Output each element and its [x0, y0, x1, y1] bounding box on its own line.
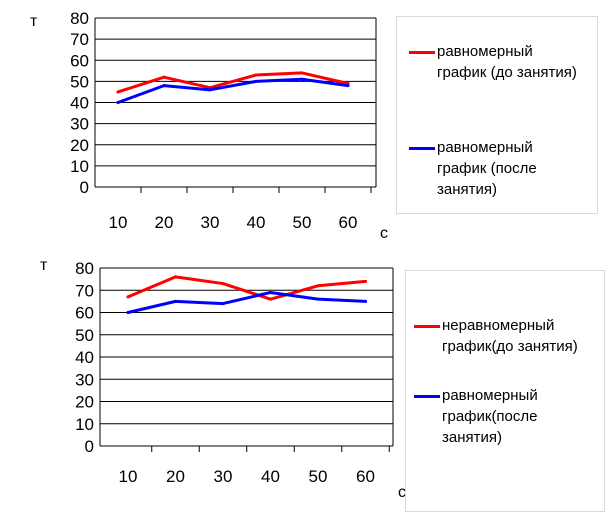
- chart-2-ytick-label: 50: [75, 326, 94, 345]
- chart-2-ytick-label: 10: [75, 415, 94, 434]
- chart-1-series-2-point: [300, 77, 304, 81]
- chart-2-series-2-point: [316, 297, 320, 301]
- chart-2-xtick-label: 10: [119, 467, 138, 486]
- chart-2-legend-label-1: неравномерный график(до занятия): [442, 317, 578, 355]
- chart-1-xtick-label: 10: [109, 213, 128, 232]
- chart-2-xtick-label: 40: [261, 467, 280, 486]
- chart-2-legend-label-2: равномерный график(после занятия): [442, 387, 538, 446]
- chart-2-legend: неравномерный график(до занятия) равноме…: [405, 270, 605, 512]
- chart-1-legend: равномерный график (до занятия) равномер…: [396, 16, 598, 214]
- chart-1-ytick-label: 20: [70, 136, 89, 155]
- chart-2-ytick-label: 0: [85, 437, 94, 456]
- chart-1-series-1-point: [116, 90, 120, 94]
- chart-1-ytick-label: 50: [70, 72, 89, 91]
- chart-2-series-1-point: [126, 295, 130, 299]
- chart-2-xtick-label: 60: [356, 467, 375, 486]
- chart-2-series-1-point: [221, 282, 225, 286]
- chart-2-series-1-point: [269, 297, 272, 301]
- chart-1-ylabel: т: [30, 13, 38, 30]
- chart-2-series-2-point: [364, 299, 367, 303]
- chart-1-series-2-point: [254, 79, 258, 83]
- chart-1-xtick-label: 20: [155, 213, 174, 232]
- chart-2-series-2-point: [126, 311, 130, 314]
- chart-2-legend-item-2: равномерный график(после занятия): [414, 385, 604, 455]
- chart-2-ytick-label: 70: [75, 281, 94, 300]
- chart-1-xtick-label: 40: [247, 213, 266, 232]
- chart-2-ytick-label: 20: [75, 393, 94, 412]
- chart-1-legend-swatch-2: [409, 147, 435, 150]
- chart-2-series-1-point: [316, 284, 320, 288]
- chart-1-legend-item-1: равномерный график (до занятия): [409, 41, 589, 111]
- chart-2-ytick-label: 60: [75, 304, 94, 323]
- chart-1-ytick-label: 30: [70, 115, 89, 134]
- chart-2-series-2-point: [174, 299, 177, 303]
- chart-2-xtick-label: 20: [166, 467, 185, 486]
- chart-2-legend-swatch-2: [414, 395, 440, 398]
- chart-2-series-1-point: [364, 279, 367, 283]
- chart-1-legend-swatch-1: [409, 51, 435, 54]
- chart-2-xtick-label: 30: [214, 467, 233, 486]
- chart-1-ytick-label: 80: [70, 9, 89, 28]
- chart-1-ytick-label: 70: [70, 30, 89, 49]
- chart-1-series-1-point: [300, 71, 304, 75]
- chart-1-series-2-point: [208, 88, 212, 92]
- chart-2-ytick-label: 40: [75, 348, 94, 367]
- chart-1-ytick-label: 60: [70, 51, 89, 70]
- chart-1-series-2-point: [162, 84, 166, 88]
- chart-2-legend-item-1: неравномерный график(до занятия): [414, 315, 604, 365]
- chart-2-legend-swatch-1: [414, 325, 440, 328]
- chart-1-xtick-label: 30: [201, 213, 220, 232]
- chart-1-legend-label-1: равномерный график (до занятия): [437, 43, 577, 81]
- chart-1-series-2-line: [116, 77, 350, 104]
- chart-1-series-1-point: [254, 73, 258, 77]
- chart-2-series-2-line: [126, 290, 367, 314]
- chart-2-ytick-label: 30: [75, 370, 94, 389]
- chart-1-xtick-label: 50: [293, 213, 312, 232]
- chart-1-series-1-line: [116, 71, 350, 94]
- chart-1-ytick-label: 10: [70, 157, 89, 176]
- chart-2-xlabel: с: [398, 484, 406, 501]
- chart-1-xtick-label: 60: [339, 213, 358, 232]
- chart-2-series-1-point: [174, 275, 177, 279]
- chart-1-xlabel: с: [380, 225, 388, 242]
- chart-1-series-1-point: [162, 75, 166, 79]
- chart-2-series-2-point: [221, 302, 225, 306]
- chart-1-ytick-label: 40: [70, 94, 89, 113]
- chart-1-legend-label-2: равномерный график (после занятия): [437, 139, 537, 198]
- chart-2-series-2-point: [269, 290, 272, 294]
- chart-1-series-2-point: [346, 84, 350, 88]
- chart-2-xtick-label: 50: [309, 467, 328, 486]
- chart-1-series-2-point: [116, 101, 120, 104]
- chart-1-legend-item-2: равномерный график (после занятия): [409, 137, 589, 207]
- chart-2-series-1-line: [126, 275, 367, 301]
- chart-2-ytick-label: 80: [75, 259, 94, 278]
- chart-2-ylabel: т: [40, 257, 48, 274]
- chart-1-ytick-label: 0: [80, 178, 89, 197]
